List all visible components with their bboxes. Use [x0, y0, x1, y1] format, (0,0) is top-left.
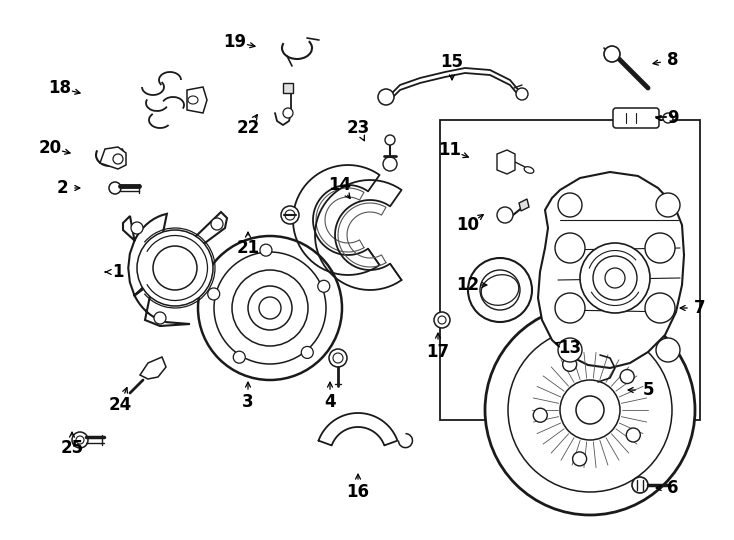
Circle shape	[508, 328, 672, 492]
Circle shape	[605, 268, 625, 288]
Text: 15: 15	[440, 53, 463, 71]
Text: 1: 1	[112, 263, 124, 281]
Circle shape	[438, 316, 446, 324]
Circle shape	[558, 338, 582, 362]
Circle shape	[632, 477, 648, 493]
Circle shape	[248, 286, 292, 330]
Circle shape	[560, 380, 620, 440]
Text: 19: 19	[223, 33, 247, 51]
Text: 23: 23	[346, 119, 370, 137]
Polygon shape	[123, 212, 227, 326]
Circle shape	[593, 256, 637, 300]
Polygon shape	[140, 357, 166, 379]
Circle shape	[485, 305, 695, 515]
Text: 7: 7	[694, 299, 706, 317]
Text: 12: 12	[457, 276, 479, 294]
Polygon shape	[519, 199, 529, 211]
Circle shape	[383, 157, 397, 171]
Polygon shape	[100, 147, 126, 169]
Circle shape	[232, 270, 308, 346]
Circle shape	[378, 89, 394, 105]
Circle shape	[301, 347, 313, 359]
Text: 4: 4	[324, 393, 336, 411]
Circle shape	[555, 233, 585, 263]
Text: 16: 16	[346, 483, 369, 501]
Text: 13: 13	[559, 339, 581, 357]
Polygon shape	[187, 87, 207, 113]
Circle shape	[259, 297, 281, 319]
Circle shape	[318, 280, 330, 292]
Bar	[440, 120, 700, 420]
Polygon shape	[283, 83, 293, 93]
Circle shape	[555, 293, 585, 323]
Circle shape	[534, 408, 548, 422]
Circle shape	[576, 396, 604, 424]
Circle shape	[153, 246, 197, 290]
Circle shape	[385, 135, 395, 145]
Circle shape	[468, 258, 532, 322]
Circle shape	[580, 243, 650, 313]
Text: 10: 10	[457, 216, 479, 234]
Circle shape	[72, 432, 88, 448]
Text: 8: 8	[667, 51, 679, 69]
Circle shape	[137, 230, 213, 306]
Ellipse shape	[482, 275, 519, 305]
Circle shape	[620, 369, 634, 383]
Polygon shape	[497, 150, 515, 174]
Text: 25: 25	[60, 439, 84, 457]
Circle shape	[645, 293, 675, 323]
Circle shape	[154, 312, 166, 324]
Circle shape	[558, 193, 582, 217]
Circle shape	[604, 46, 620, 62]
Circle shape	[645, 233, 675, 263]
FancyBboxPatch shape	[613, 108, 659, 128]
Circle shape	[211, 218, 223, 230]
Circle shape	[131, 222, 143, 234]
Circle shape	[434, 312, 450, 328]
Text: 6: 6	[667, 479, 679, 497]
Text: 5: 5	[642, 381, 654, 399]
Circle shape	[233, 351, 245, 363]
Circle shape	[663, 113, 673, 123]
Text: 14: 14	[328, 176, 352, 194]
Circle shape	[329, 349, 347, 367]
Text: 9: 9	[667, 109, 679, 127]
Circle shape	[285, 210, 295, 220]
Text: 20: 20	[38, 139, 62, 157]
Circle shape	[656, 193, 680, 217]
Circle shape	[214, 252, 326, 364]
Circle shape	[208, 288, 219, 300]
Text: 11: 11	[438, 141, 462, 159]
Polygon shape	[538, 172, 684, 368]
Text: 2: 2	[57, 179, 68, 197]
Ellipse shape	[524, 167, 534, 173]
Circle shape	[198, 236, 342, 380]
Circle shape	[626, 428, 640, 442]
Text: 17: 17	[426, 343, 449, 361]
Circle shape	[113, 154, 123, 164]
Circle shape	[656, 338, 680, 362]
Circle shape	[573, 452, 586, 466]
Circle shape	[281, 206, 299, 224]
Circle shape	[260, 244, 272, 256]
Circle shape	[480, 270, 520, 310]
Circle shape	[516, 88, 528, 100]
Text: 18: 18	[48, 79, 71, 97]
Circle shape	[76, 436, 84, 444]
Circle shape	[497, 207, 513, 223]
Text: 21: 21	[236, 239, 260, 257]
Circle shape	[109, 182, 121, 194]
Circle shape	[563, 357, 577, 372]
Circle shape	[283, 108, 293, 118]
Text: 24: 24	[109, 396, 131, 414]
Circle shape	[333, 353, 343, 363]
Text: 3: 3	[242, 393, 254, 411]
Text: 22: 22	[236, 119, 260, 137]
